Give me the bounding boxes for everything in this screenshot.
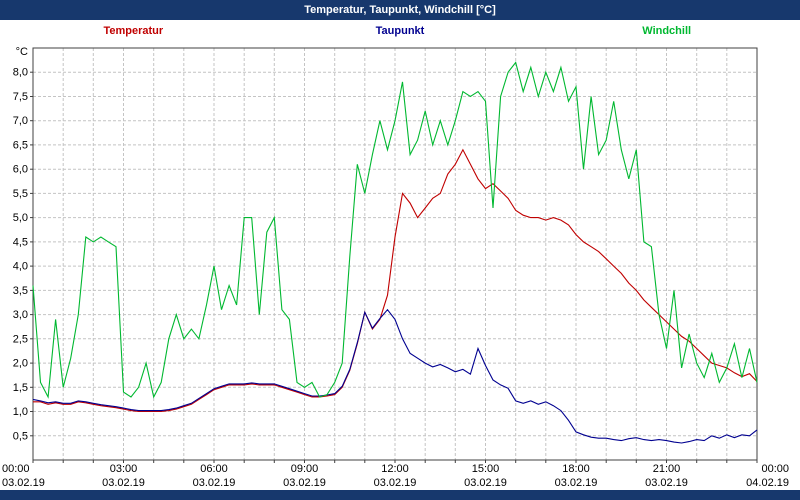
series-temperatur	[33, 148, 758, 413]
y-tick-label: 4,0	[13, 261, 28, 273]
x-tick-time: 06:00	[200, 463, 228, 475]
y-tick-label: 1,0	[13, 406, 28, 418]
y-tick-label: 6,0	[13, 164, 28, 176]
y-tick-label: 1,5	[13, 382, 28, 394]
chart-area: 8,0 7,5 7,0 6,5 6,0 5,5 5,0 4,5 4,0 3,5 3,0 2,5 2,0 1…	[0, 42, 800, 490]
x-tick-time: 00:00	[2, 463, 30, 475]
y-tick-label: 7,5	[13, 91, 28, 103]
y-tick-label: 8,0	[13, 67, 28, 79]
window-title: Temperatur, Taupunkt, Windchill [°C]	[304, 4, 496, 16]
x-tick-time: 21:00	[653, 463, 681, 475]
x-tick-date: 03.02.19	[374, 477, 417, 489]
legend-temperatur: Temperatur	[103, 25, 164, 37]
chart-legend: Temperatur Taupunkt Windchill	[0, 20, 800, 42]
x-tick-date: 03.02.19	[555, 477, 598, 489]
series-windchill	[32, 61, 758, 399]
x-tick-time: 03:00	[110, 463, 138, 475]
y-axis-unit: °C	[16, 46, 28, 58]
x-tick-date: 03.02.19	[2, 477, 45, 489]
x-tick-date: 03.02.19	[283, 477, 326, 489]
y-tick-label: 0,5	[13, 430, 28, 442]
y-tick-label: 3,5	[13, 285, 28, 297]
chart-canvas: 8,0 7,5 7,0 6,5 6,0 5,5 5,0 4,5 4,0 3,5 3,0 2,5 2,0 1…	[2, 46, 789, 489]
y-tick-label: 5,0	[13, 212, 28, 224]
x-tick-date: 03.02.19	[464, 477, 507, 489]
y-tick-label: 6,5	[13, 139, 28, 151]
x-tick-date: 03.02.19	[193, 477, 236, 489]
x-tick-time: 18:00	[562, 463, 590, 475]
y-tick-label: 3,0	[13, 309, 28, 321]
y-tick-label: 7,0	[13, 115, 28, 127]
y-tick-label: 5,5	[13, 188, 28, 200]
x-tick-date: 04.02.19	[746, 477, 789, 489]
y-tick-label: 2,5	[13, 333, 28, 345]
y-tick-label: 4,5	[13, 236, 28, 248]
x-tick-time: 12:00	[381, 463, 409, 475]
legend-taupunkt: Taupunkt	[375, 25, 425, 37]
series-taupunkt	[32, 308, 758, 444]
x-tick-date: 03.02.19	[645, 477, 688, 489]
y-tick-label: 2,0	[13, 358, 28, 370]
x-tick-time: 00:00	[761, 463, 789, 475]
x-tick-date: 03.02.19	[102, 477, 145, 489]
title-bar: Temperatur, Taupunkt, Windchill [°C]	[0, 0, 800, 20]
x-tick-time: 09:00	[291, 463, 319, 475]
legend-windchill: Windchill	[642, 25, 692, 37]
bottom-bar	[0, 490, 800, 500]
x-tick-time: 15:00	[472, 463, 500, 475]
